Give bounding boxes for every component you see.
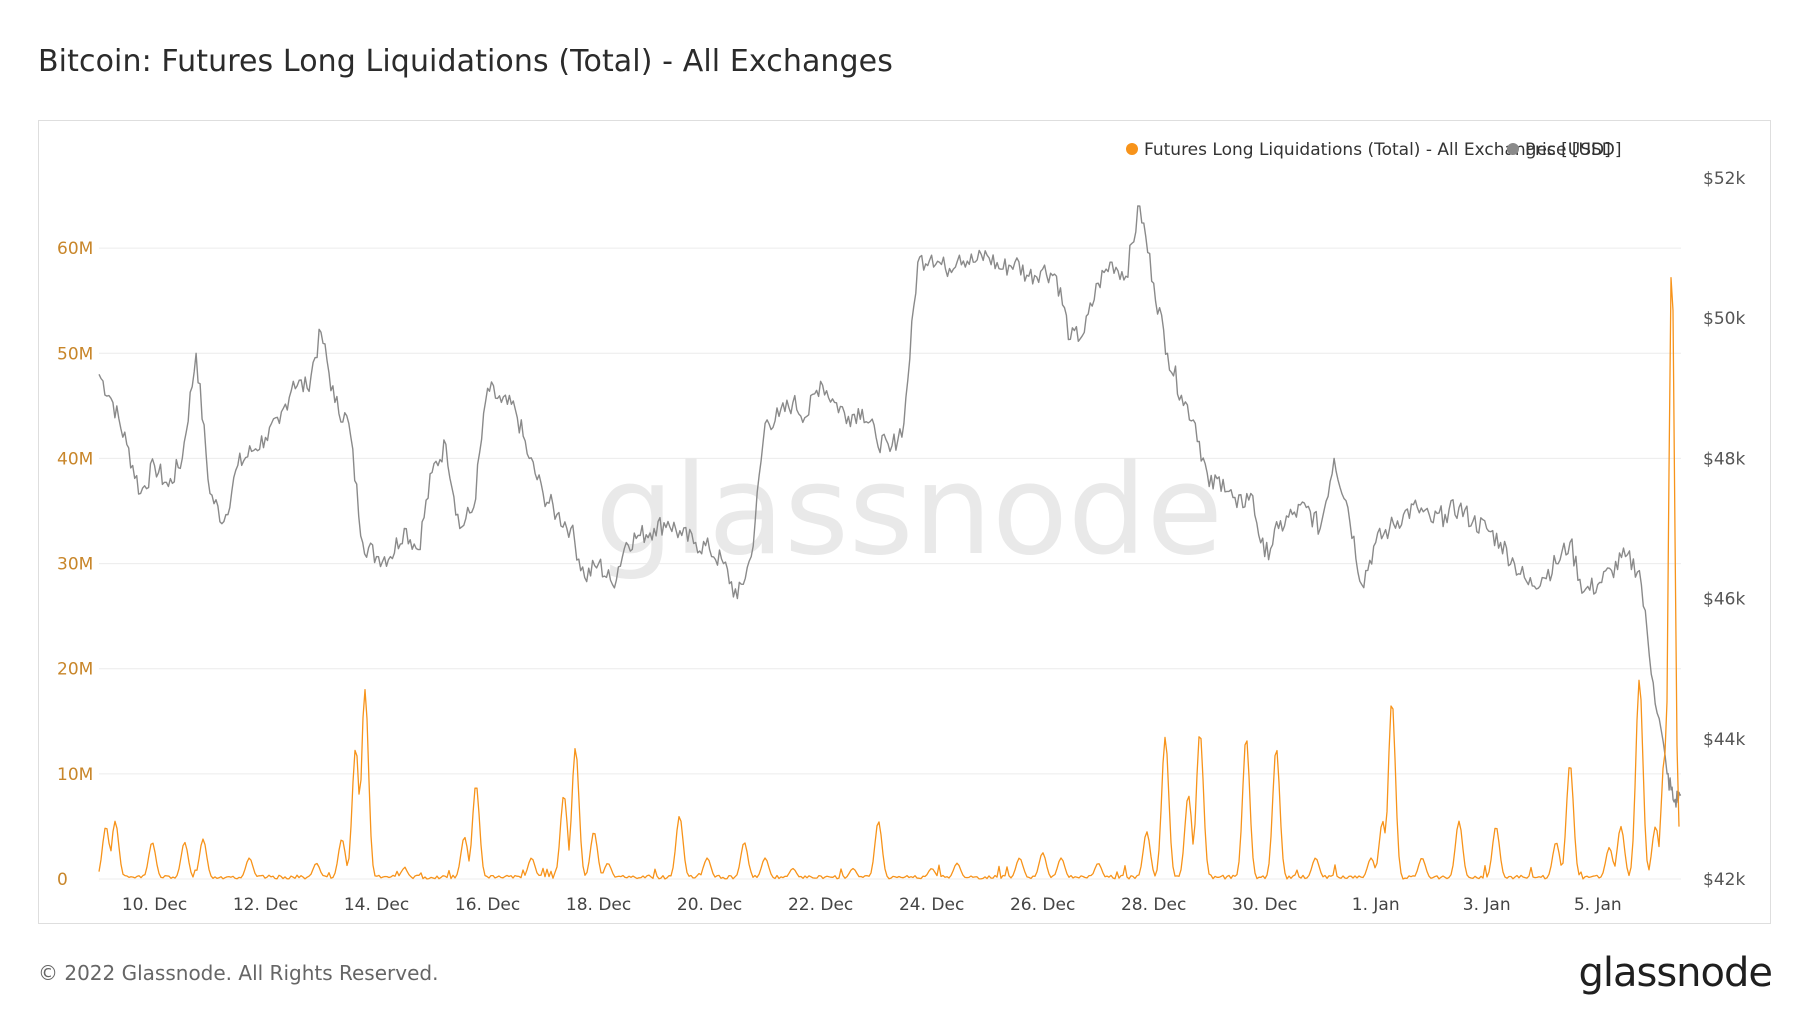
x-tick-label: 10. Dec bbox=[122, 895, 187, 915]
watermark-text: glassnode bbox=[595, 439, 1223, 583]
y-left-tick-label: 60M bbox=[57, 239, 93, 259]
page-title: Bitcoin: Futures Long Liquidations (Tota… bbox=[38, 44, 893, 79]
y-right-tick-label: $48k bbox=[1703, 449, 1745, 469]
price-series bbox=[98, 205, 1682, 808]
x-tick-label: 26. Dec bbox=[1010, 895, 1075, 915]
legend-label[interactable]: Price [USD] bbox=[1525, 140, 1621, 160]
y-left-tick-label: 0 bbox=[57, 870, 68, 890]
y-right-tick-label: $44k bbox=[1703, 730, 1745, 750]
x-tick-label: 24. Dec bbox=[899, 895, 964, 915]
y-left-tick-label: 40M bbox=[57, 449, 93, 469]
x-tick-label: 20. Dec bbox=[677, 895, 742, 915]
legend-swatch bbox=[1126, 143, 1138, 155]
y-right-tick-label: $42k bbox=[1703, 870, 1745, 890]
glassnode-logo: glassnode bbox=[1578, 950, 1773, 996]
price-line bbox=[98, 205, 1682, 808]
x-tick-label: 18. Dec bbox=[566, 895, 631, 915]
y-left-tick-label: 10M bbox=[57, 765, 93, 785]
copyright-text: © 2022 Glassnode. All Rights Reserved. bbox=[38, 961, 439, 985]
y-left-tick-label: 30M bbox=[57, 555, 93, 575]
x-tick-label: 3. Jan bbox=[1463, 895, 1511, 915]
grid-lines bbox=[99, 247, 1681, 880]
liquidations-line bbox=[98, 277, 1680, 880]
x-tick-label: 28. Dec bbox=[1121, 895, 1186, 915]
legend-label[interactable]: Futures Long Liquidations (Total) - All … bbox=[1144, 140, 1611, 160]
x-tick-label: 14. Dec bbox=[344, 895, 409, 915]
y-axis-right: $42k $44k $46k $48k $50k $52k bbox=[1703, 169, 1745, 890]
y-left-tick-label: 50M bbox=[57, 344, 93, 364]
liquidations-series bbox=[98, 277, 1680, 880]
x-tick-label: 16. Dec bbox=[455, 895, 520, 915]
x-tick-label: 12. Dec bbox=[233, 895, 298, 915]
x-tick-label: 22. Dec bbox=[788, 895, 853, 915]
y-axis-left: 0 10M 20M 30M 40M 50M 60M bbox=[57, 239, 93, 890]
legend-swatch bbox=[1507, 143, 1519, 155]
legend: Futures Long Liquidations (Total) - All … bbox=[1126, 140, 1621, 160]
x-tick-label: 5. Jan bbox=[1574, 895, 1622, 915]
x-axis: 10. Dec 12. Dec 14. Dec 16. Dec 18. Dec 20. D… bbox=[122, 895, 1622, 915]
y-left-tick-label: 20M bbox=[57, 660, 93, 680]
x-tick-label: 30. Dec bbox=[1232, 895, 1297, 915]
y-right-tick-label: $50k bbox=[1703, 309, 1745, 329]
y-right-tick-label: $46k bbox=[1703, 590, 1745, 610]
y-right-tick-label: $52k bbox=[1703, 169, 1745, 189]
x-tick-label: 1. Jan bbox=[1352, 895, 1400, 915]
chart-frame: glassnode 0 10M 20M 30M 40M 50M 60M $42k $44k $4… bbox=[38, 120, 1771, 924]
